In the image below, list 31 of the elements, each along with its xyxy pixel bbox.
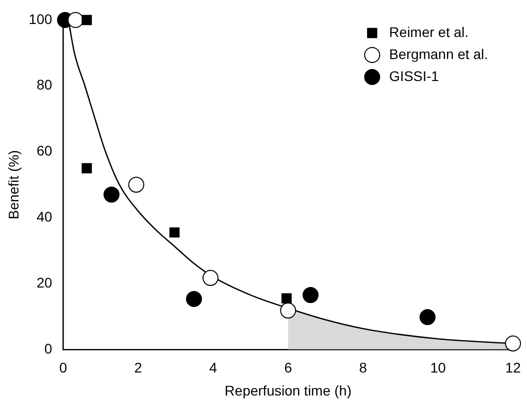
x-tick-label: 6 — [284, 360, 292, 376]
point — [302, 287, 319, 304]
point — [169, 227, 180, 238]
x-tick-label: 12 — [505, 360, 521, 376]
y-tick-label: 60 — [36, 142, 52, 159]
point — [186, 291, 202, 307]
point — [68, 12, 84, 28]
x-tick-label: 8 — [359, 360, 368, 376]
y-tick-label: 40 — [36, 208, 52, 224]
y-tick-label: 20 — [36, 274, 52, 290]
point — [82, 163, 92, 174]
point — [128, 176, 144, 193]
point — [420, 309, 436, 326]
legend-label: GISSI-1 — [389, 68, 440, 84]
y-axis-title: Benefit (%) — [5, 150, 22, 220]
point — [104, 186, 120, 203]
legend-label: Bergmann et al. — [389, 46, 488, 62]
point — [281, 293, 292, 304]
point — [82, 14, 92, 26]
x-tick-label: 0 — [59, 360, 68, 376]
x-tick-label: 4 — [209, 360, 218, 376]
point — [280, 302, 296, 319]
y-tick-label: 80 — [36, 76, 52, 93]
x-tick-label: 2 — [134, 360, 142, 376]
point — [202, 270, 218, 286]
y-tick-label: 100 — [28, 10, 52, 27]
legend-label: Reimer et al. — [389, 24, 469, 40]
point — [505, 335, 521, 352]
x-axis-title: Reperfusion time (h) — [224, 382, 352, 398]
x-tick-label: 10 — [430, 360, 446, 376]
y-tick-label: 0 — [44, 340, 52, 356]
